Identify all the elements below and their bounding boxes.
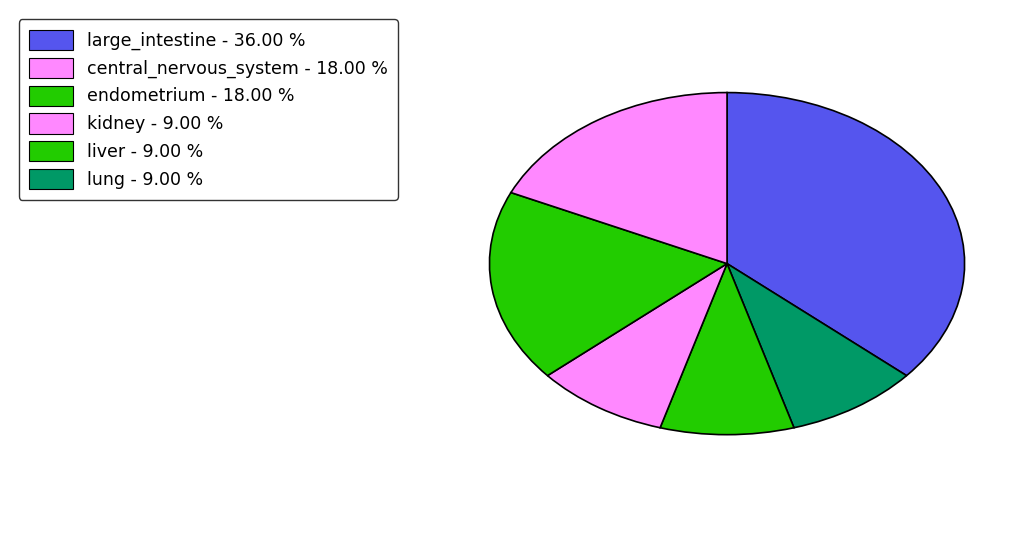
Wedge shape (727, 93, 965, 376)
Wedge shape (727, 264, 906, 428)
Wedge shape (511, 93, 727, 264)
Legend: large_intestine - 36.00 %, central_nervous_system - 18.00 %, endometrium - 18.00: large_intestine - 36.00 %, central_nervo… (18, 19, 398, 200)
Wedge shape (660, 264, 794, 435)
Wedge shape (548, 264, 727, 428)
Wedge shape (489, 193, 727, 376)
